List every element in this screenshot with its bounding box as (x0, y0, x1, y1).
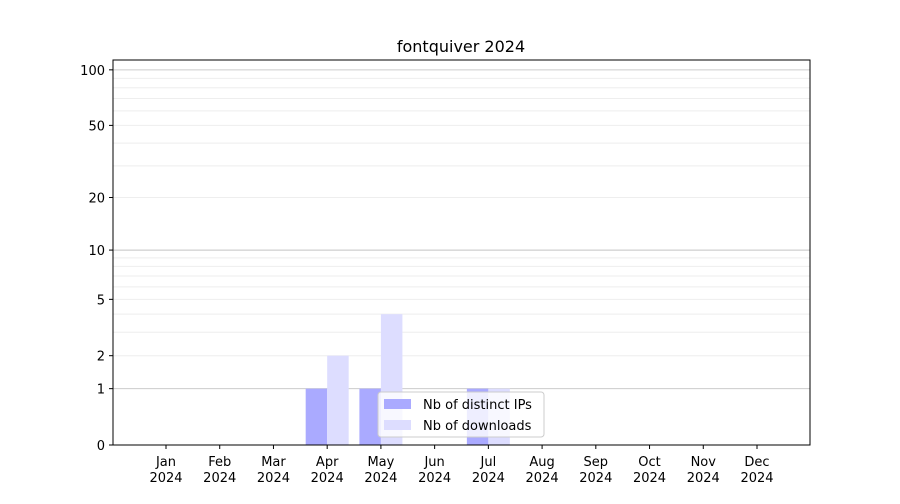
legend-swatch (384, 399, 411, 409)
x-tick-label: Oct 2024 (633, 455, 666, 486)
legend-label: Nb of downloads (423, 419, 532, 434)
x-tick-label: Nov 2024 (687, 455, 720, 486)
x-tick-label: Apr 2024 (311, 455, 344, 486)
plot-frame (112, 59, 811, 446)
x-tick-label: Mar 2024 (257, 455, 290, 486)
y-tick-label: 0 (97, 439, 105, 454)
legend-swatch (384, 420, 411, 430)
legend-box (377, 391, 545, 438)
y-tick-label: 100 (80, 64, 105, 79)
bar-ips (305, 388, 328, 445)
y-tick-label: 5 (97, 293, 105, 308)
x-tick-label: Jun 2024 (418, 455, 451, 486)
y-tick-label: 2 (97, 350, 105, 365)
y-tick-label: 50 (88, 119, 105, 134)
x-tick-label: Sep 2024 (579, 455, 612, 486)
x-tick-label: Dec 2024 (740, 455, 773, 486)
bar-ips (359, 388, 381, 445)
y-tick-label: 10 (88, 244, 105, 259)
legend-label: Nb of distinct IPs (423, 398, 532, 413)
y-tick-label: 1 (97, 383, 105, 398)
x-tick-label: Aug 2024 (526, 455, 559, 486)
x-tick-label: Feb 2024 (203, 455, 236, 486)
x-tick-label: May 2024 (364, 455, 397, 486)
legend: Nb of distinct IPs Nb of downloads (377, 391, 545, 438)
chart-title: fontquiver 2024 (397, 37, 525, 56)
bar-downloads (327, 355, 349, 445)
x-tick-label: Jul 2024 (472, 455, 505, 486)
y-tick-label: 20 (88, 192, 105, 207)
x-tick-label: Jan 2024 (149, 455, 182, 486)
